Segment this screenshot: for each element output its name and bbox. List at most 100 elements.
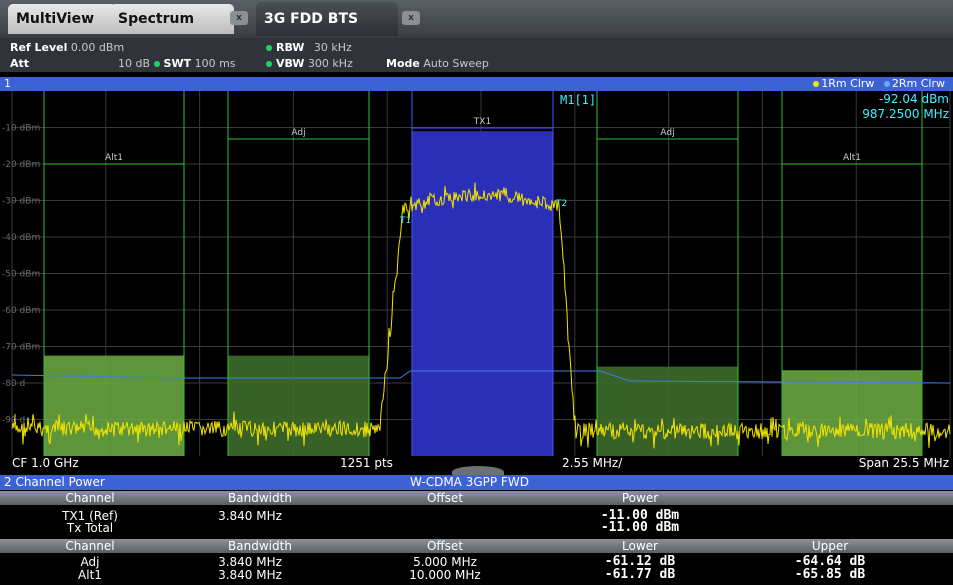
- table-cell: 3.840 MHz: [218, 509, 282, 523]
- spectrum-plot[interactable]: -10 dBm -20 dBm -30 dBm -40 dBm -50 dBm -60 d…: [0, 91, 953, 456]
- rbw-value: 30 kHz: [313, 41, 352, 54]
- att-label: Att: [10, 57, 30, 70]
- table-cell: 10.000 MHz: [409, 568, 481, 582]
- panel-title: 2 Channel Power: [4, 475, 105, 489]
- table-cell: -11.00 dBm: [600, 508, 680, 523]
- table-cell: -61.77 dB: [604, 567, 676, 582]
- trace-2-line: [11, 370, 951, 384]
- channel-label: Alt1: [105, 153, 123, 163]
- col-header: Power: [621, 491, 659, 505]
- table-cell: Adj: [80, 555, 100, 569]
- y-tick-label: -80 d: [2, 379, 25, 389]
- trace-marker-label: T2: [555, 199, 567, 209]
- trace-legend: 1Rm Clrw 2Rm Clrw: [813, 77, 945, 90]
- y-tick-label: -30 dBm: [2, 197, 40, 207]
- table-cell: 3.840 MHz: [218, 555, 282, 569]
- y-tick-label: -90 d: [2, 416, 25, 426]
- rbw-setting[interactable]: RBW 30 kHz: [266, 41, 352, 54]
- channel-label: TX1: [473, 117, 491, 127]
- marker-frequency: 987.2500 MHz: [862, 107, 949, 121]
- vbw-label: VBW: [276, 57, 305, 70]
- rbw-label: RBW: [276, 41, 305, 54]
- tab-multiview[interactable]: MultiView: [8, 4, 116, 34]
- table-cell: -11.00 dBm: [600, 520, 680, 535]
- channel-bar: [597, 366, 738, 456]
- att-label-wrap[interactable]: Att: [10, 57, 29, 70]
- ref-level-label: Ref Level: [10, 41, 68, 54]
- table-header-row: Channel Bandwidth Offset Lower Upper: [0, 539, 953, 553]
- table-cell: TX1 (Ref): [62, 509, 118, 523]
- channel-bar: [412, 131, 553, 456]
- col-header: Offset: [426, 539, 464, 553]
- span[interactable]: Span 25.5 MHz: [858, 456, 949, 470]
- mode-label: Mode: [386, 57, 420, 70]
- plot-footer: CF 1.0 GHz 1251 pts 2.55 MHz/ Span 25.5 …: [0, 456, 953, 470]
- y-tick-label: -20 dBm: [2, 160, 40, 170]
- channel-bar: [782, 370, 922, 456]
- channel-bar: [228, 355, 369, 456]
- coupled-indicator-icon: [266, 45, 272, 51]
- coupled-indicator-icon: [153, 61, 160, 67]
- col-header: Bandwidth: [228, 539, 292, 553]
- table-cell: Alt1: [78, 568, 102, 582]
- att-value: 10 dB: [118, 57, 151, 70]
- col-header: Offset: [426, 491, 464, 505]
- y-tick-label: -50 dBm: [2, 270, 40, 280]
- close-spectrum-tab-icon[interactable]: x: [230, 11, 248, 25]
- table-cell: -65.85 dB: [794, 567, 866, 582]
- table-cell: -64.64 dB: [794, 554, 866, 569]
- channel-bar: [44, 355, 184, 456]
- marker-level: -92.04 dBm: [878, 92, 949, 106]
- window-number: 1: [4, 77, 11, 90]
- tab-3g-fdd-bts[interactable]: 3G FDD BTS: [256, 2, 398, 36]
- trace2-dot-icon: [883, 81, 890, 87]
- channel-label: Alt1: [843, 153, 861, 163]
- att-value-wrap[interactable]: 10 dB SWT 100 ms: [118, 57, 236, 70]
- trace-marker-label: T1: [399, 216, 411, 226]
- tab-bar: MultiView Spectrum x 3G FDD BTS x: [0, 0, 953, 38]
- channel-label: Adj: [660, 128, 674, 138]
- channel-label: Adj: [291, 128, 305, 138]
- y-tick-label: -10 dBm: [2, 124, 40, 134]
- marker-name: M1[1]: [560, 93, 597, 107]
- coupled-indicator-icon: [266, 61, 272, 67]
- col-header: Lower: [622, 539, 658, 553]
- mode-value: Auto Sweep: [423, 57, 489, 70]
- y-tick-label: -70 dBm: [2, 343, 40, 353]
- table-title-bar: 2 Channel Power W-CDMA 3GPP FWD: [0, 475, 953, 490]
- vbw-setting[interactable]: VBW 300 kHz: [266, 57, 353, 70]
- tx-rows: TX1 (Ref) 3.840 MHz -11.00 dBm Tx Total …: [0, 505, 953, 537]
- settings-bar: Ref Level 0.00 dBm Att 10 dB SWT 100 ms …: [0, 38, 953, 72]
- tab-label: MultiView: [16, 11, 95, 27]
- ref-level[interactable]: Ref Level 0.00 dBm: [10, 41, 124, 54]
- col-header: Channel: [65, 539, 115, 553]
- center-frequency[interactable]: CF 1.0 GHz: [12, 456, 79, 470]
- trace1-dot-icon: [813, 81, 820, 87]
- tab-spectrum[interactable]: Spectrum: [110, 4, 234, 34]
- swt-label: SWT: [163, 57, 192, 70]
- channel-power-table: 2 Channel Power W-CDMA 3GPP FWD Channel …: [0, 466, 953, 585]
- tab-label: 3G FDD BTS: [264, 11, 359, 27]
- standard-name: W-CDMA 3GPP FWD: [410, 475, 529, 489]
- trace-1-line: [11, 182, 951, 449]
- y-tick-label: -40 dBm: [2, 233, 40, 243]
- col-header: Bandwidth: [228, 491, 292, 505]
- y-tick-label: -60 dBm: [2, 306, 40, 316]
- vbw-value: 300 kHz: [307, 57, 353, 70]
- col-header: Upper: [811, 539, 849, 553]
- spectrum-chart[interactable]: -10 dBm -20 dBm -30 dBm -40 dBm -50 dBm -60 d…: [0, 91, 953, 456]
- sweep-points: 1251 pts: [340, 456, 393, 470]
- table-cell: 3.840 MHz: [218, 568, 282, 582]
- tab-label: Spectrum: [118, 11, 195, 27]
- trace1-label: 1Rm Clrw: [821, 77, 875, 90]
- aclr-rows: Adj 3.840 MHz 5.000 MHz -61.12 dB -64.64…: [0, 553, 953, 583]
- table-cell: -61.12 dB: [604, 554, 676, 569]
- table-header-row: Channel Bandwidth Offset Power: [0, 491, 953, 505]
- table-cell: Tx Total: [66, 521, 114, 535]
- frequency-per-div: 2.55 MHz/: [562, 456, 623, 470]
- col-header: Channel: [65, 491, 115, 505]
- close-3g-fdd-bts-tab-icon[interactable]: x: [402, 11, 420, 25]
- mode-setting[interactable]: Mode Auto Sweep: [386, 57, 489, 70]
- trace2-label: 2Rm Clrw: [891, 77, 945, 90]
- window-title-bar: 1 1Rm Clrw 2Rm Clrw: [0, 77, 953, 91]
